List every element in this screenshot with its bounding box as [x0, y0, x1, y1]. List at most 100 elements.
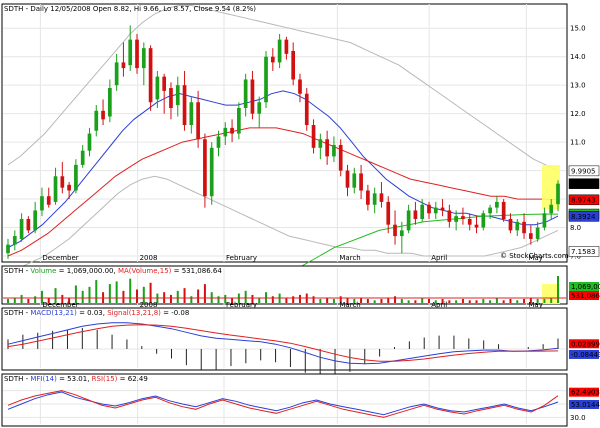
- volume-bar: [203, 284, 206, 303]
- candle-body: [379, 193, 384, 202]
- candle-body: [291, 51, 296, 80]
- volume-bar: [169, 294, 172, 303]
- price-marker: [568, 246, 600, 257]
- volume-panel: SDTH - Volume = 1,069,000.00, MA(Volume,…: [1, 265, 600, 309]
- volume-bar: [394, 296, 397, 303]
- candle-body: [284, 39, 289, 54]
- mfi-panel: SDTH - MFI(14) = 53.01, RSI(15) = 62.49 …: [1, 373, 600, 427]
- mfi-marker: [569, 387, 599, 397]
- candle-body: [277, 39, 282, 63]
- mfi-marker-label: 53.0144: [571, 401, 600, 409]
- macd-marker: [569, 339, 599, 349]
- candle-body: [80, 150, 85, 165]
- volume-bar: [142, 286, 145, 303]
- volume-bar: [455, 300, 458, 303]
- price-tick-label: 11.0: [570, 139, 586, 147]
- candle-body: [250, 79, 255, 114]
- volume-bar: [47, 297, 50, 303]
- price-panel: SDTH - Daily 12/05/2008 Open 8.82, Hi 9.…: [1, 3, 600, 305]
- candle-body: [162, 76, 167, 91]
- volume-bar: [468, 300, 471, 303]
- candle-body: [549, 204, 554, 214]
- price-marker: [568, 178, 600, 189]
- candle-body: [488, 207, 492, 214]
- volume-month-label: February: [226, 301, 257, 309]
- price-tick-label: 8.0: [570, 224, 581, 232]
- mfi-tick-label: 30.0: [570, 414, 586, 422]
- volume-bar: [360, 297, 363, 303]
- candle-body: [237, 107, 241, 134]
- mfi-value: = 53.01,: [57, 375, 92, 383]
- volume-month-label: 2008: [140, 301, 158, 309]
- ma-mid-line: [7, 127, 559, 257]
- candle-body: [433, 207, 438, 214]
- candle-body: [169, 88, 173, 108]
- volume-highlight-box: [542, 284, 560, 304]
- volume-bar: [353, 298, 356, 303]
- candle-body: [461, 216, 465, 219]
- price-month-axis: December 2008 February March April May: [42, 254, 542, 262]
- volume-bar: [366, 298, 369, 303]
- candle-body: [155, 76, 160, 100]
- candle-body: [474, 224, 479, 228]
- candle-body: [372, 193, 377, 205]
- volume-markers: 1,069,000531,086: [569, 282, 600, 300]
- signal-value: = -0.08: [161, 309, 189, 317]
- candle-body: [121, 62, 126, 69]
- volume-ma-value: = 531,086.64: [171, 267, 222, 275]
- volume-bar: [224, 294, 227, 303]
- volume-bar: [421, 297, 424, 303]
- price-tick-label: 15.0: [570, 25, 586, 33]
- candle-body: [325, 139, 329, 157]
- volume-bar: [319, 298, 322, 303]
- volume-bar: [523, 298, 526, 303]
- volume-bar: [516, 300, 519, 303]
- candle-body: [556, 183, 560, 205]
- candle-body: [230, 127, 234, 134]
- candle-body: [481, 213, 486, 228]
- price-tick-label: 13.0: [570, 82, 586, 90]
- mfi-title-prefix: SDTH -: [4, 375, 30, 383]
- candle-body: [386, 201, 391, 225]
- candle-body: [359, 173, 363, 191]
- volume-bar: [81, 290, 84, 303]
- volume-marker: [569, 291, 599, 300]
- volume-bar: [543, 298, 546, 303]
- volume-bar: [475, 300, 478, 303]
- volume-bar: [509, 298, 512, 303]
- mfi-lines: [7, 390, 559, 418]
- volume-bar: [122, 290, 125, 303]
- mfi-markers: 62.4903 53.0144: [569, 387, 600, 409]
- volume-bar: [414, 300, 417, 303]
- volume-bar: [176, 290, 179, 303]
- volume-value: = 1,069,000.00,: [56, 267, 118, 275]
- candle-body: [114, 62, 119, 86]
- candle-body: [182, 85, 187, 126]
- candle-body: [189, 102, 194, 126]
- candle-body: [440, 207, 445, 211]
- mfi-line: [7, 391, 559, 416]
- candle-body: [19, 218, 24, 239]
- volume-bar: [285, 297, 288, 303]
- candle-body: [87, 133, 92, 151]
- price-marker: [568, 194, 600, 206]
- volume-marker-label: 1,069,000: [571, 283, 600, 291]
- candle-body: [53, 176, 58, 202]
- volume-bar: [244, 290, 247, 303]
- price-tick-label: 12.0: [570, 110, 586, 118]
- volume-bar: [326, 297, 329, 303]
- candle-body: [223, 127, 228, 137]
- macd-title-prefix: SDTH -: [4, 309, 30, 317]
- candle-body: [413, 210, 418, 219]
- candle-body: [420, 204, 425, 219]
- rsi-label: RSI(15): [92, 375, 118, 383]
- candle-body: [318, 139, 323, 148]
- volume-bar: [149, 282, 152, 303]
- volume-bar: [251, 294, 254, 303]
- candle-body: [74, 164, 78, 191]
- candle-body: [393, 224, 397, 237]
- volume-legend: SDTH - Volume = 1,069,000.00, MA(Volume,…: [4, 267, 222, 275]
- volume-bar: [292, 296, 295, 303]
- macd-marker: [569, 349, 599, 359]
- candle-body: [128, 39, 133, 66]
